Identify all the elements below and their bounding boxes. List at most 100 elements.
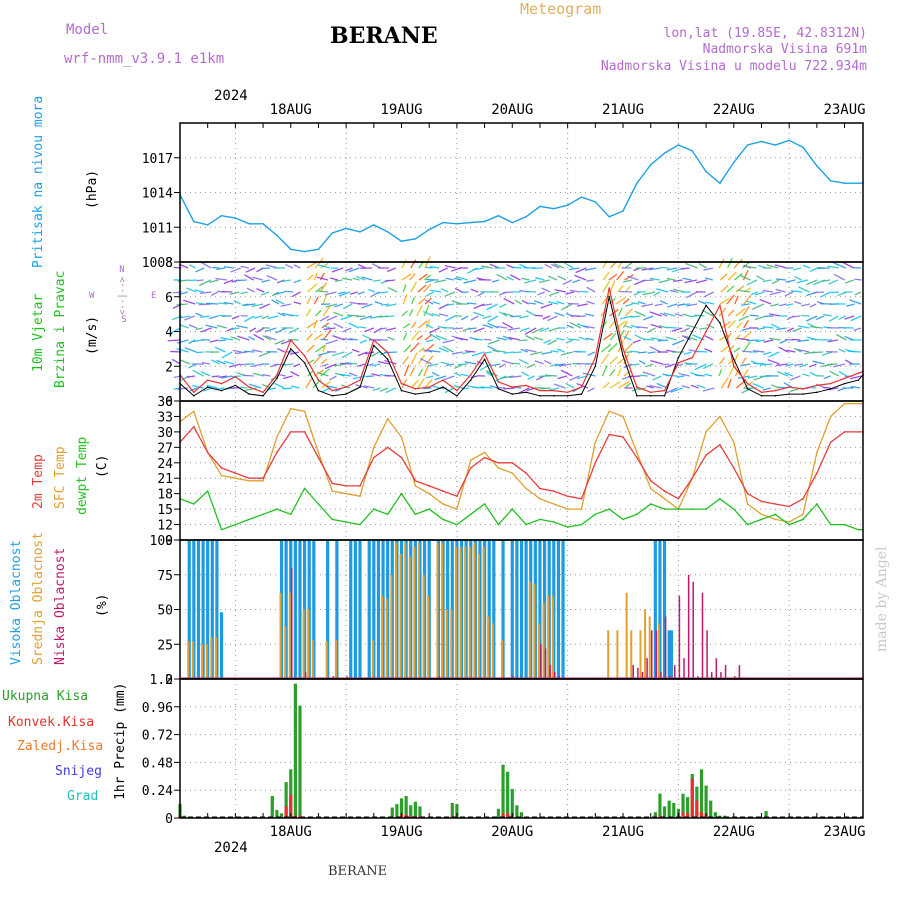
wind-vector bbox=[836, 335, 846, 340]
dewpt-temp-line-point bbox=[539, 519, 541, 521]
wind-vector bbox=[734, 353, 738, 364]
wind-vector bbox=[244, 351, 255, 352]
wind-vector bbox=[535, 315, 543, 316]
wind-speed-line-point bbox=[844, 378, 846, 380]
wind-vector bbox=[417, 305, 423, 316]
wind-speed-line-point bbox=[304, 355, 306, 357]
wind-direction-line-point bbox=[345, 393, 347, 395]
wind-vector bbox=[610, 382, 620, 388]
high-cloud-bar bbox=[557, 540, 560, 679]
wind-vector bbox=[704, 374, 712, 376]
dewpt-temp-line-point bbox=[816, 503, 818, 505]
dewpt-temp-line-point bbox=[221, 529, 223, 531]
dewpt-temp-line-point bbox=[235, 524, 237, 526]
wind-speed-line-point bbox=[498, 381, 500, 383]
wind-vector bbox=[697, 351, 707, 352]
wind-vector bbox=[670, 290, 678, 292]
wind-vector bbox=[556, 338, 564, 340]
sfc-temp-line-point bbox=[193, 410, 195, 412]
wind-vector bbox=[292, 292, 301, 297]
wind-vector bbox=[441, 289, 448, 292]
wind-vector bbox=[215, 347, 225, 352]
low-cloud-bar bbox=[702, 593, 704, 679]
wind-vector bbox=[362, 335, 372, 340]
wind-speed-line-point bbox=[193, 392, 195, 394]
wind-vector bbox=[281, 304, 292, 306]
dewpt-temp-line-point bbox=[788, 524, 790, 526]
wind-vector bbox=[268, 316, 279, 319]
temp-2m-line-point bbox=[595, 462, 597, 464]
pressure-line-point bbox=[511, 222, 513, 224]
wind-vector bbox=[619, 291, 632, 292]
wind-vector bbox=[728, 310, 734, 316]
dewpt-temp-line-point bbox=[747, 524, 749, 526]
wind-vector bbox=[471, 316, 478, 320]
wind-vector bbox=[453, 328, 463, 329]
wind-vector bbox=[829, 316, 838, 321]
wind-vector bbox=[810, 268, 817, 271]
wind-vector bbox=[385, 280, 395, 281]
date-label-bottom: 22AUG bbox=[713, 824, 755, 840]
mid-cloud-bar bbox=[483, 547, 485, 679]
wind-vector bbox=[461, 316, 468, 320]
wind-vector bbox=[695, 375, 705, 376]
wind-vector bbox=[699, 264, 707, 268]
dewpt-temp-line-point bbox=[373, 508, 375, 510]
wind-vector bbox=[626, 309, 633, 316]
temp-2m-line-point bbox=[858, 431, 860, 433]
wind-direction-line-point bbox=[456, 395, 458, 397]
grid-layer bbox=[180, 123, 863, 818]
wind-vector bbox=[534, 337, 543, 340]
sfc-temp-line-point bbox=[830, 416, 832, 418]
temp-2m-line bbox=[180, 427, 863, 507]
mid-cloud-bar bbox=[284, 626, 286, 679]
wind-vector bbox=[504, 298, 515, 304]
high-cloud-bar bbox=[354, 540, 357, 679]
wind-vector bbox=[241, 266, 249, 268]
high-cloud-bar bbox=[561, 540, 564, 679]
wind-direction-line-point bbox=[442, 386, 444, 388]
pressure-line-point bbox=[664, 152, 666, 154]
compass-w: W bbox=[89, 291, 95, 301]
temp-2m-line-point bbox=[498, 462, 500, 464]
temp-2m-line-point bbox=[193, 426, 195, 428]
wind-vector bbox=[610, 281, 615, 292]
wind-speed-line-point bbox=[664, 390, 666, 392]
wind-vector bbox=[580, 291, 588, 292]
sfc-temp-line-point bbox=[276, 436, 278, 438]
wind-vector bbox=[588, 388, 595, 392]
wind-vector bbox=[289, 328, 299, 333]
wind-vector bbox=[323, 307, 329, 316]
wind-vector bbox=[499, 304, 506, 307]
wind-vector bbox=[294, 280, 301, 283]
sfc-temp-line-point bbox=[553, 503, 555, 505]
wind-vector bbox=[455, 288, 462, 292]
wind-vector bbox=[551, 351, 559, 352]
wind-vector bbox=[810, 372, 817, 376]
wind-vector bbox=[233, 350, 242, 352]
wind-vector bbox=[403, 357, 409, 364]
mid-cloud-bar bbox=[381, 596, 383, 679]
wind-direction-line-point bbox=[622, 355, 624, 357]
wind-vector bbox=[323, 330, 331, 340]
dewpt-temp-line-point bbox=[844, 524, 846, 526]
wind-vector bbox=[734, 348, 740, 352]
wind-vector bbox=[763, 280, 772, 281]
wind-vector bbox=[197, 280, 204, 281]
mid-cloud-bar bbox=[644, 610, 646, 680]
wind-vector bbox=[183, 300, 195, 304]
sfc-temp-line-point bbox=[816, 452, 818, 454]
dewpt-temp-line-point bbox=[525, 524, 527, 526]
wind-vector bbox=[650, 361, 662, 364]
wind-vector bbox=[321, 381, 330, 388]
wind-vector bbox=[240, 387, 247, 388]
wind-vector bbox=[771, 304, 779, 306]
mid-cloud-bar bbox=[630, 630, 632, 679]
wind-speed-line-point bbox=[331, 390, 333, 392]
wind-vector bbox=[535, 278, 544, 280]
wind-vector bbox=[386, 328, 396, 330]
low-cloud-bar bbox=[545, 648, 547, 679]
y-tick-label: 8 bbox=[165, 256, 173, 271]
wind-vector bbox=[720, 274, 727, 280]
pressure-line-point bbox=[858, 182, 860, 184]
